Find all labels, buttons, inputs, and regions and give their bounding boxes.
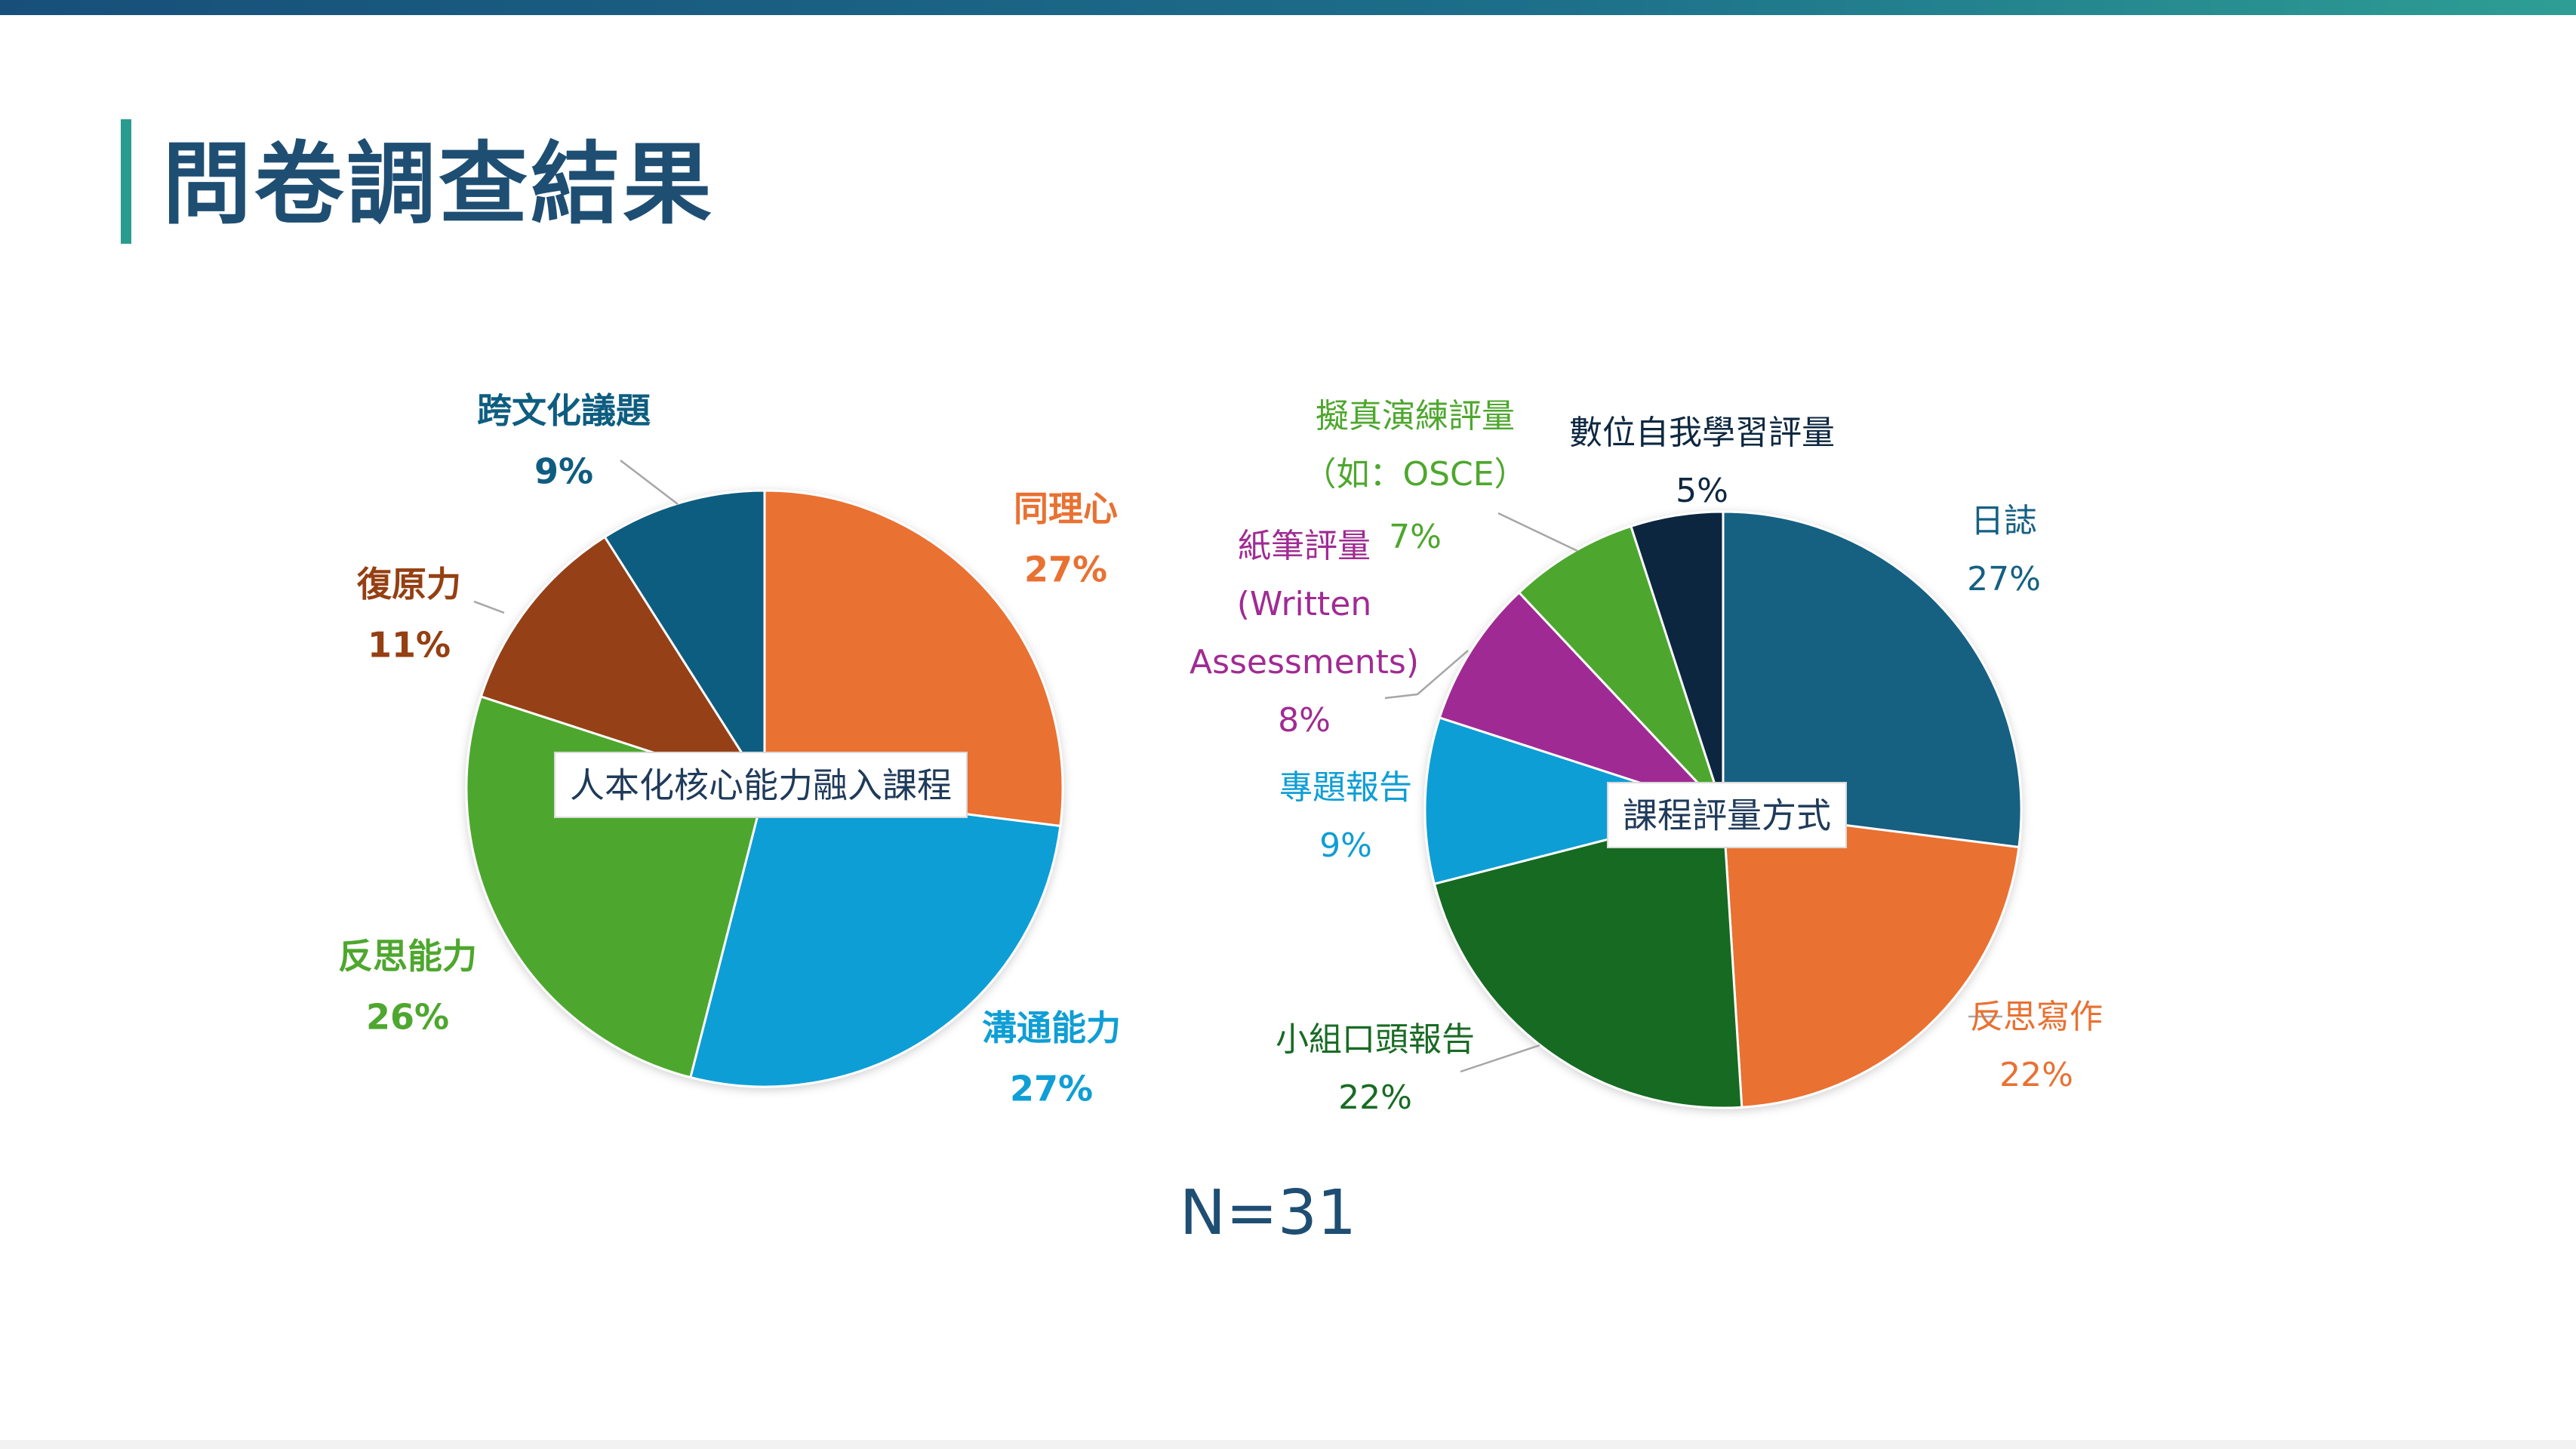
chart-title: 人本化核心能力融入課程 [570, 765, 952, 806]
leader-line [1384, 650, 1469, 700]
slice-label-1: 溝通能力 27% [982, 1008, 1121, 1109]
pie-slice-1 [1722, 808, 2020, 1109]
pie-slices [1423, 510, 2023, 1109]
slice-category-label: 反思寫作 [1970, 998, 2103, 1036]
pie-slice-4 [1438, 590, 1725, 811]
slice-category-label: 專題報告 [1279, 768, 1412, 807]
slice-percent-label: 27% [1967, 560, 2041, 598]
pie-slice-4 [603, 489, 766, 793]
slice-category-label: 數位自我學習評量 [1569, 414, 1835, 452]
pie-slice-2 [1433, 808, 1743, 1109]
slice-category-label: （如：OSCE） [1303, 455, 1527, 494]
slice-category-label: 溝通能力 [982, 1008, 1121, 1048]
pie-slice-0 [1722, 510, 2023, 849]
slice-category-label: 紙筆評量 [1238, 527, 1371, 565]
slice-category-label: 反思能力 [338, 936, 477, 977]
page-title: 問卷調查結果 [162, 132, 716, 236]
slice-category-label: Assessments) [1190, 643, 1419, 681]
top-accent-bar [0, 0, 2576, 15]
slice-percent-label: 11% [368, 625, 451, 666]
pie-chart-assessment-methods: 日誌 27% 反思寫作 22% 小組口頭報告 22% 專題報告 9% 紙筆評量 (Written A… [1190, 397, 2103, 1117]
slice-category-label: 擬真演練評量 [1316, 397, 1515, 435]
slice-label-2: 小組口頭報告 22% [1276, 1020, 1540, 1117]
slice-label-3: 復原力 11% [356, 564, 505, 666]
leader-line [473, 600, 505, 614]
slice-percent-label: 8% [1278, 701, 1331, 740]
pie-chart-core-competencies: 同理心 27% 溝通能力 27% 反思能力 26% 復原力 11% 跨文化議題 9% 人本化核心能力… [338, 390, 1121, 1109]
slice-percent-label: 27% [1010, 1069, 1093, 1109]
pie-slice-6 [1630, 510, 1725, 811]
title-accent-bar [121, 119, 131, 244]
slice-category-label: 日誌 [1971, 502, 2037, 540]
leader-line [1497, 512, 1578, 552]
slice-percent-label: 7% [1389, 518, 1442, 556]
slice-label-1: 反思寫作 22% [1968, 998, 2103, 1094]
slice-percent-label: 22% [1999, 1056, 2073, 1094]
leader-line [620, 460, 679, 505]
pie-slice-0 [763, 489, 1064, 828]
slice-category-label: (Written [1237, 585, 1371, 623]
slice-label-4: 紙筆評量 (Written Assessments) 8% [1190, 527, 1469, 740]
slice-category-label: 小組口頭報告 [1276, 1020, 1475, 1059]
slice-percent-label: 5% [1676, 472, 1728, 510]
slice-label-0: 日誌 27% [1967, 502, 2041, 598]
pie-slice-3 [1423, 716, 1728, 886]
leader-line [1460, 1044, 1540, 1073]
bottom-divider [0, 1440, 2576, 1449]
slice-percent-label: 9% [1319, 826, 1372, 865]
slice-category-label: 跨文化議題 [477, 390, 651, 431]
chart-title-background [554, 752, 968, 818]
pie-slice-5 [1517, 525, 1725, 811]
slice-percent-label: 9% [534, 451, 593, 492]
pie-slice-3 [479, 535, 768, 791]
sample-size-label: N=31 [1179, 1177, 1357, 1249]
slice-category-label: 復原力 [356, 564, 461, 605]
slice-label-4: 跨文化議題 9% [477, 390, 679, 505]
slice-label-0: 同理心 27% [1014, 488, 1118, 590]
slice-percent-label: 26% [366, 997, 449, 1038]
slice-percent-label: 27% [1024, 549, 1107, 590]
chart-title: 課程評量方式 [1623, 795, 1831, 836]
slice-label-3: 專題報告 9% [1279, 768, 1412, 865]
slice-label-5: 擬真演練評量 （如：OSCE） 7% [1303, 397, 1578, 556]
slice-category-label: 同理心 [1014, 488, 1118, 529]
slice-label-6: 數位自我學習評量 5% [1569, 414, 1835, 510]
pie-slice-1 [688, 787, 1062, 1088]
chart-title-box: 課程評量方式 [1607, 782, 1847, 848]
chart-title-background [1607, 782, 1847, 848]
chart-title-box: 人本化核心能力融入課程 [554, 752, 968, 818]
slice-label-2: 反思能力 26% [338, 936, 477, 1038]
slice-percent-label: 22% [1338, 1078, 1412, 1117]
